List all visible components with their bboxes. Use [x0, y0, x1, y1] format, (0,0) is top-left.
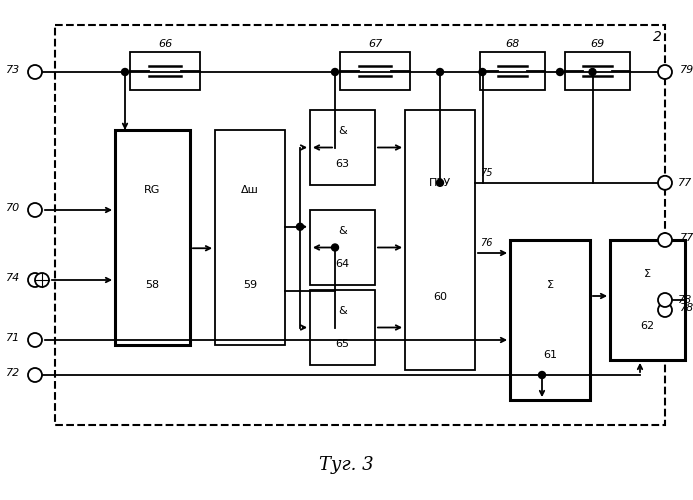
- Circle shape: [28, 203, 42, 217]
- Text: &: &: [338, 306, 347, 316]
- Text: 58: 58: [146, 280, 159, 290]
- Bar: [510, 240, 590, 400]
- Text: 78: 78: [678, 295, 692, 305]
- Text: 66: 66: [158, 39, 172, 49]
- Circle shape: [658, 303, 672, 317]
- Text: 79: 79: [680, 65, 693, 75]
- Text: Τуг. 3: Τуг. 3: [319, 456, 374, 474]
- Bar: [405, 110, 475, 370]
- Text: 62: 62: [640, 322, 655, 332]
- Text: 74: 74: [6, 273, 20, 283]
- Circle shape: [331, 68, 338, 75]
- Text: RG: RG: [144, 185, 161, 195]
- Circle shape: [437, 68, 444, 75]
- Text: 78: 78: [680, 303, 693, 313]
- Circle shape: [121, 68, 128, 75]
- Circle shape: [658, 176, 672, 190]
- Text: 60: 60: [433, 292, 447, 302]
- Circle shape: [28, 333, 42, 347]
- Text: 71: 71: [6, 333, 20, 343]
- Text: 64: 64: [335, 259, 349, 269]
- Bar: [310, 210, 375, 285]
- Text: 67: 67: [368, 39, 382, 49]
- Circle shape: [28, 368, 42, 382]
- Text: &: &: [338, 226, 347, 236]
- Text: 75: 75: [480, 168, 493, 178]
- Bar: [215, 130, 285, 345]
- Circle shape: [658, 233, 672, 247]
- Circle shape: [556, 68, 563, 75]
- Bar: [310, 290, 375, 365]
- Circle shape: [35, 273, 49, 287]
- Circle shape: [658, 65, 672, 79]
- Text: 69: 69: [590, 39, 604, 49]
- Bar: [115, 130, 190, 345]
- Text: 2: 2: [653, 30, 661, 44]
- Circle shape: [538, 372, 545, 378]
- Bar: [610, 240, 685, 360]
- Text: 63: 63: [335, 159, 349, 169]
- Circle shape: [589, 68, 596, 75]
- Circle shape: [331, 244, 338, 251]
- Text: 68: 68: [505, 39, 520, 49]
- Bar: [310, 110, 375, 185]
- Circle shape: [28, 65, 42, 79]
- Text: П3У: П3У: [429, 178, 451, 188]
- Circle shape: [479, 68, 486, 75]
- Text: Σ: Σ: [547, 280, 554, 290]
- Text: &: &: [338, 126, 347, 136]
- Text: 77: 77: [678, 178, 692, 188]
- Bar: [130, 52, 200, 90]
- Text: 59: 59: [243, 280, 257, 290]
- Bar: [55, 25, 665, 425]
- Bar: [340, 52, 410, 90]
- Circle shape: [658, 293, 672, 307]
- Text: 61: 61: [543, 350, 557, 360]
- Circle shape: [297, 223, 304, 230]
- Bar: [480, 52, 545, 90]
- Text: 65: 65: [335, 339, 349, 349]
- Circle shape: [28, 273, 42, 287]
- Bar: [565, 52, 630, 90]
- Text: 72: 72: [6, 368, 20, 378]
- Text: 70: 70: [6, 203, 20, 213]
- Text: 77: 77: [680, 233, 693, 243]
- Text: Σ: Σ: [644, 268, 651, 278]
- Text: Δш: Δш: [241, 185, 259, 195]
- Circle shape: [437, 180, 444, 186]
- Text: 73: 73: [6, 65, 20, 75]
- Text: 76: 76: [480, 238, 493, 248]
